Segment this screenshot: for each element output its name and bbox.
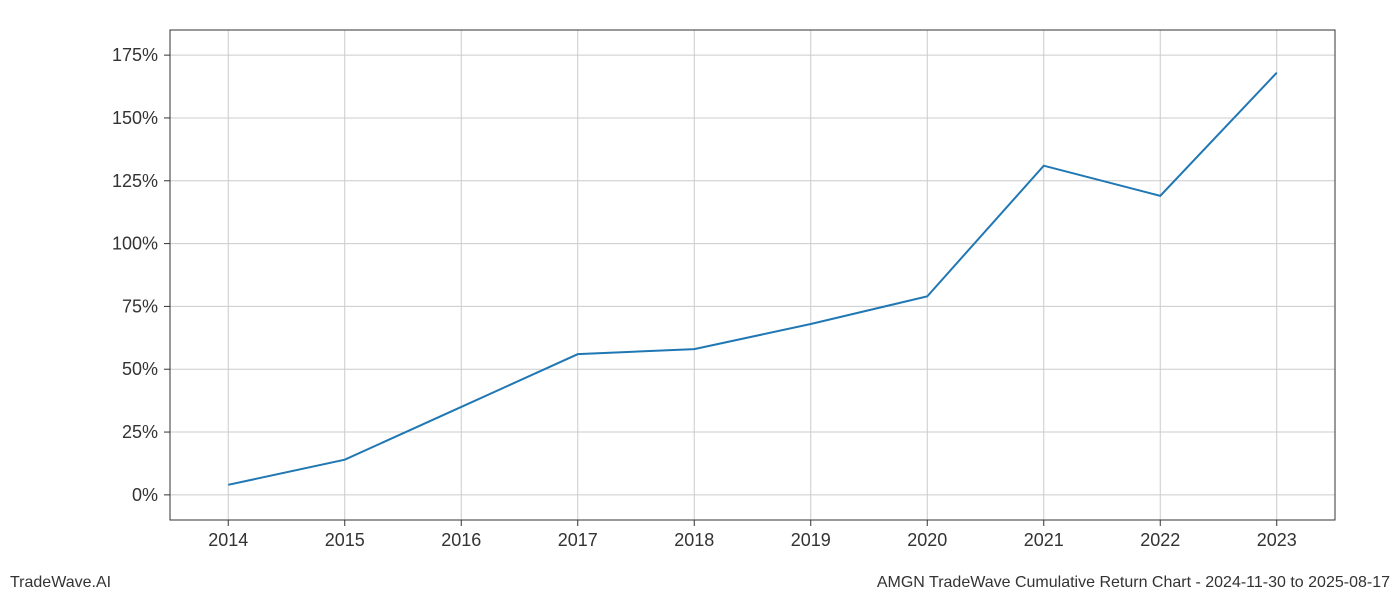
svg-text:50%: 50% — [122, 359, 158, 379]
svg-text:2014: 2014 — [208, 530, 248, 550]
svg-text:100%: 100% — [112, 234, 158, 254]
svg-text:0%: 0% — [132, 485, 158, 505]
svg-text:2018: 2018 — [674, 530, 714, 550]
svg-text:2016: 2016 — [441, 530, 481, 550]
svg-text:175%: 175% — [112, 45, 158, 65]
svg-text:2023: 2023 — [1257, 530, 1297, 550]
svg-text:2017: 2017 — [558, 530, 598, 550]
svg-text:2022: 2022 — [1140, 530, 1180, 550]
footer-left-text: TradeWave.AI — [10, 574, 111, 592]
svg-text:2015: 2015 — [325, 530, 365, 550]
svg-text:75%: 75% — [122, 296, 158, 316]
svg-text:25%: 25% — [122, 422, 158, 442]
svg-text:150%: 150% — [112, 108, 158, 128]
svg-text:2019: 2019 — [791, 530, 831, 550]
footer-right-text: AMGN TradeWave Cumulative Return Chart -… — [877, 574, 1390, 592]
svg-text:125%: 125% — [112, 171, 158, 191]
svg-text:2021: 2021 — [1024, 530, 1064, 550]
line-chart: 2014 2015 2016 2017 2018 2019 2020 2021 2022 2023… — [0, 0, 1400, 600]
svg-text:2020: 2020 — [907, 530, 947, 550]
